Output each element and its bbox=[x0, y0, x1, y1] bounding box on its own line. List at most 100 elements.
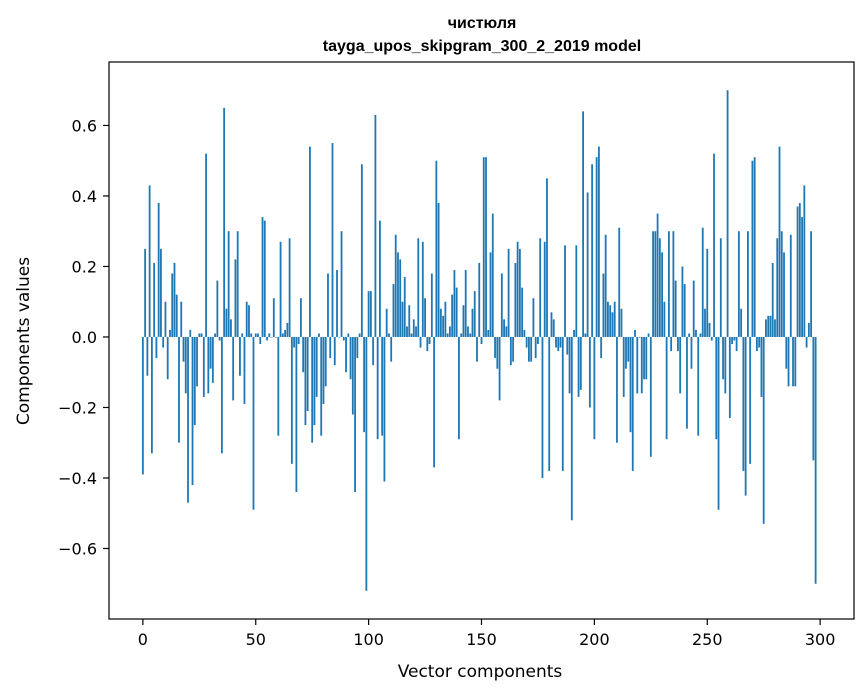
bar bbox=[358, 333, 361, 337]
bar bbox=[266, 336, 268, 341]
bar bbox=[719, 238, 722, 337]
x-tick-label: 0 bbox=[138, 630, 148, 649]
bar bbox=[487, 329, 490, 337]
bar bbox=[796, 206, 799, 337]
bar bbox=[342, 336, 345, 341]
bar bbox=[521, 287, 524, 337]
bar bbox=[710, 336, 713, 341]
bar bbox=[275, 336, 277, 338]
bar bbox=[776, 238, 779, 337]
bar bbox=[573, 329, 575, 337]
bar bbox=[674, 280, 677, 337]
bar bbox=[415, 326, 417, 337]
bar bbox=[419, 336, 422, 348]
bar bbox=[239, 336, 241, 376]
bar bbox=[746, 231, 749, 337]
bar bbox=[634, 329, 636, 337]
bar bbox=[220, 336, 223, 454]
bar bbox=[715, 336, 718, 440]
bar bbox=[602, 273, 605, 337]
bar bbox=[148, 185, 151, 337]
bar bbox=[656, 213, 659, 337]
bar bbox=[363, 336, 366, 433]
bar bbox=[636, 336, 639, 394]
bar bbox=[333, 336, 336, 366]
bar bbox=[198, 333, 201, 337]
bar bbox=[737, 231, 740, 337]
bar bbox=[234, 259, 237, 337]
bar bbox=[699, 333, 702, 337]
bar bbox=[464, 269, 467, 337]
bar bbox=[453, 269, 456, 337]
bar bbox=[801, 217, 803, 337]
bar bbox=[153, 262, 156, 337]
bar bbox=[259, 336, 262, 345]
bar bbox=[191, 336, 194, 486]
bar bbox=[706, 248, 709, 337]
bar bbox=[771, 262, 774, 337]
bar bbox=[241, 333, 244, 337]
bar bbox=[805, 336, 808, 348]
bar bbox=[769, 315, 772, 337]
x-tick-label: 300 bbox=[805, 630, 836, 649]
bar bbox=[679, 336, 682, 394]
bar bbox=[379, 220, 381, 337]
bar bbox=[187, 336, 189, 503]
bar bbox=[270, 336, 273, 338]
bar bbox=[613, 301, 616, 337]
bar bbox=[640, 336, 643, 394]
y-tick-label: −0.4 bbox=[58, 469, 97, 488]
bar bbox=[369, 291, 372, 337]
bar bbox=[767, 315, 770, 337]
bar bbox=[460, 333, 463, 337]
bar bbox=[306, 336, 309, 411]
bar bbox=[408, 305, 411, 337]
bar bbox=[541, 336, 544, 478]
bar bbox=[652, 231, 654, 337]
bar bbox=[302, 336, 305, 373]
bar bbox=[473, 291, 476, 337]
bar bbox=[331, 143, 334, 337]
bar bbox=[509, 336, 512, 366]
bar bbox=[758, 336, 761, 348]
chart-title: чистюля bbox=[448, 15, 517, 32]
bar bbox=[491, 213, 494, 337]
bar bbox=[774, 319, 776, 337]
bar bbox=[304, 336, 307, 426]
bar bbox=[582, 111, 584, 337]
bar bbox=[575, 245, 578, 337]
bar bbox=[340, 231, 343, 337]
bar bbox=[232, 336, 235, 401]
bar bbox=[787, 336, 790, 387]
bar bbox=[388, 333, 390, 337]
bar bbox=[629, 336, 632, 433]
bar bbox=[695, 329, 697, 337]
bar bbox=[663, 301, 666, 337]
bar bbox=[160, 248, 162, 337]
bar bbox=[518, 248, 521, 337]
bar bbox=[525, 336, 528, 348]
bar bbox=[762, 336, 765, 524]
bar bbox=[327, 273, 329, 337]
bar bbox=[230, 319, 232, 337]
bar bbox=[803, 185, 806, 337]
bar bbox=[200, 333, 203, 337]
bar bbox=[218, 336, 221, 341]
bar bbox=[611, 312, 614, 337]
bar bbox=[548, 336, 551, 471]
bar bbox=[807, 322, 810, 337]
bar bbox=[356, 336, 359, 359]
bar bbox=[688, 333, 691, 337]
bar bbox=[494, 336, 496, 359]
bar bbox=[367, 291, 370, 337]
bar bbox=[426, 336, 429, 352]
bar bbox=[313, 336, 316, 426]
bar bbox=[780, 231, 783, 337]
bar bbox=[692, 280, 695, 337]
bar bbox=[616, 336, 618, 443]
bar bbox=[354, 336, 356, 493]
bar bbox=[783, 252, 785, 337]
bar bbox=[315, 336, 318, 397]
y-axis-ticks: −0.6 −0.4 −0.2 0.0 0.2 0.4 0.6 bbox=[58, 116, 109, 558]
